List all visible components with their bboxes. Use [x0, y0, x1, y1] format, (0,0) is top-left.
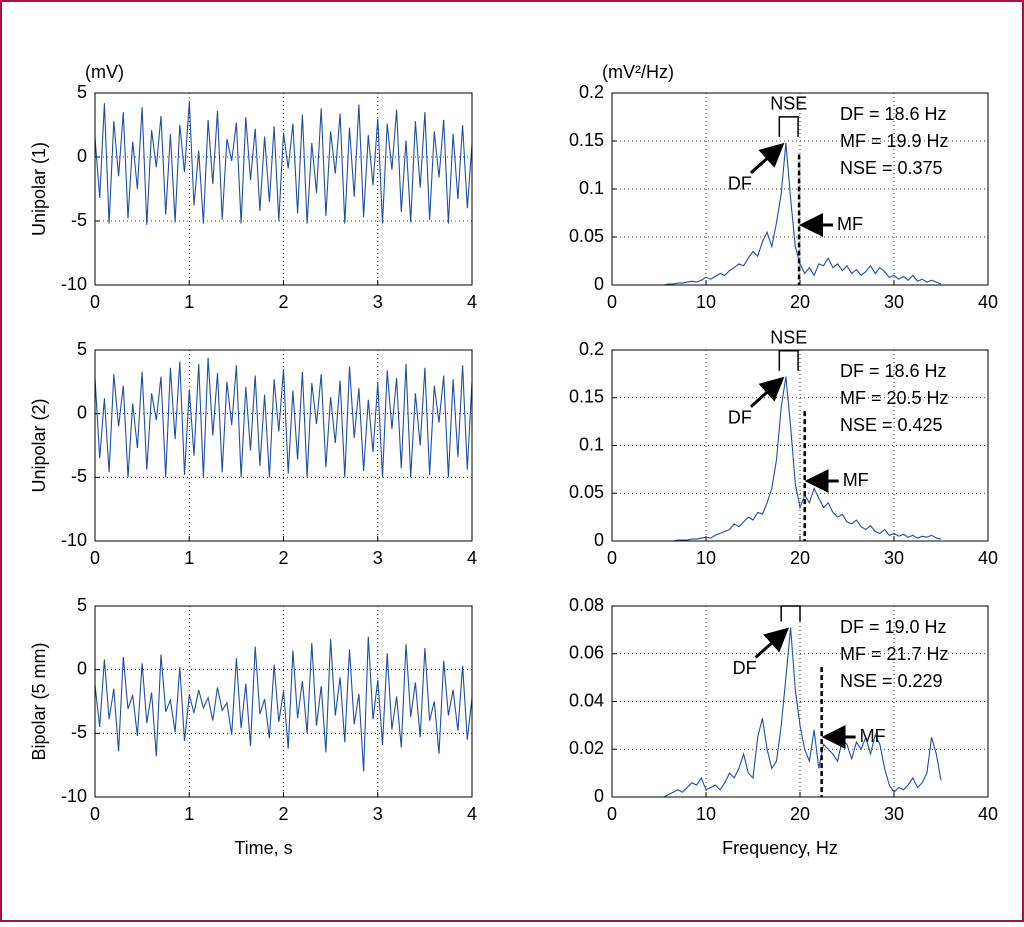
stat-annotation: NSE = 0.229 — [840, 671, 943, 691]
y-tick-label: 0.04 — [569, 690, 604, 710]
x-tick-label: 4 — [467, 804, 477, 824]
y-tick-label: 0 — [594, 274, 604, 294]
x-tick-label: 1 — [184, 548, 194, 568]
y-tick-label: -10 — [61, 274, 87, 294]
x-tick-label: 10 — [696, 292, 716, 312]
y-tick-label: -5 — [71, 722, 87, 742]
df-arrow — [749, 376, 785, 408]
y-tick-label: 0.05 — [569, 482, 604, 502]
stat-annotation: MF = 21.7 Hz — [840, 644, 949, 664]
x-tick-label: 1 — [184, 804, 194, 824]
y-tick-label: 0.08 — [569, 595, 604, 615]
y-tick-label: 0 — [594, 530, 604, 550]
stat-annotation: DF = 18.6 Hz — [840, 104, 947, 124]
signal-line — [94, 357, 473, 478]
x-tick-label: 20 — [790, 292, 810, 312]
x-tick-label: 3 — [373, 804, 383, 824]
df-arrow — [754, 627, 790, 659]
x-tick-label: 0 — [607, 804, 617, 824]
df-label: DF — [728, 174, 752, 194]
x-tick-label: 0 — [90, 292, 100, 312]
x-tick-label: 2 — [278, 548, 288, 568]
axes-box — [94, 92, 473, 286]
df-label: DF — [733, 658, 757, 678]
axes-box — [94, 605, 473, 798]
y-tick-label: 0.2 — [579, 339, 604, 359]
mf-label: MF — [843, 470, 869, 490]
signal-line — [659, 627, 942, 798]
signal-line — [94, 101, 473, 225]
nse-bracket — [780, 605, 801, 622]
y-tick-label: 0 — [77, 658, 87, 678]
x-tick-label: 2 — [278, 292, 288, 312]
mf-label: MF — [837, 214, 863, 234]
stat-annotation: DF = 19.0 Hz — [840, 617, 947, 637]
x-tick-label: 0 — [607, 292, 617, 312]
x-tick-label: 30 — [884, 804, 904, 824]
y-axis-label: Unipolar (1) — [29, 142, 49, 236]
nse-label: NSE — [770, 327, 807, 347]
stat-annotation: DF = 18.6 Hz — [840, 361, 947, 381]
nse-bracket — [778, 349, 799, 371]
x-tick-label: 10 — [696, 548, 716, 568]
nse-bracket — [778, 116, 799, 137]
y-tick-label: 5 — [77, 595, 87, 615]
stat-annotation: MF = 19.9 Hz — [840, 131, 949, 151]
y-tick-label: 0.1 — [579, 178, 604, 198]
x-tick-label: 0 — [90, 548, 100, 568]
x-axis-label: Frequency, Hz — [722, 838, 838, 858]
x-axis-label: Time, s — [234, 838, 292, 858]
x-tick-label: 0 — [607, 548, 617, 568]
y-tick-label: -5 — [71, 466, 87, 486]
y-tick-label: 5 — [77, 339, 87, 359]
y-tick-label: 0 — [77, 146, 87, 166]
x-tick-label: 30 — [884, 292, 904, 312]
signal-line — [659, 376, 942, 542]
y-axis-label: Unipolar (2) — [29, 398, 49, 492]
y-tick-label: 0.15 — [569, 387, 604, 407]
unit-label: (mV) — [85, 62, 124, 82]
y-tick-label: 0.06 — [569, 643, 604, 663]
y-tick-label: 0.05 — [569, 226, 604, 246]
signal-line — [659, 142, 942, 286]
x-tick-label: 0 — [90, 804, 100, 824]
unit-label: (mV²/Hz) — [602, 62, 674, 82]
x-tick-label: 40 — [978, 292, 998, 312]
nse-label: NSE — [770, 94, 807, 114]
x-tick-label: 2 — [278, 804, 288, 824]
x-tick-label: 3 — [373, 548, 383, 568]
x-tick-label: 40 — [978, 804, 998, 824]
x-tick-label: 30 — [884, 548, 904, 568]
stat-annotation: NSE = 0.375 — [840, 158, 943, 178]
stat-annotation: MF = 20.5 Hz — [840, 388, 949, 408]
mf-label: MF — [860, 726, 886, 746]
y-tick-label: 0.15 — [569, 130, 604, 150]
y-axis-label: Bipolar (5 mm) — [29, 642, 49, 760]
x-tick-label: 20 — [790, 548, 810, 568]
x-tick-label: 4 — [467, 548, 477, 568]
y-tick-label: 0.2 — [579, 82, 604, 102]
df-arrow — [749, 142, 785, 175]
y-tick-label: 0.1 — [579, 434, 604, 454]
y-tick-label: 0 — [77, 402, 87, 422]
x-tick-label: 4 — [467, 292, 477, 312]
axes-box — [94, 349, 473, 542]
stat-annotation: NSE = 0.425 — [840, 415, 943, 435]
y-tick-label: 5 — [77, 82, 87, 102]
signal-line — [94, 636, 473, 772]
x-tick-label: 40 — [978, 548, 998, 568]
df-label: DF — [728, 407, 752, 427]
y-tick-label: 0 — [594, 786, 604, 806]
x-tick-label: 10 — [696, 804, 716, 824]
y-tick-label: -10 — [61, 786, 87, 806]
axes-box — [611, 349, 989, 542]
y-tick-label: -5 — [71, 210, 87, 230]
x-tick-label: 20 — [790, 804, 810, 824]
x-tick-label: 1 — [184, 292, 194, 312]
x-tick-label: 3 — [373, 292, 383, 312]
y-tick-label: -10 — [61, 530, 87, 550]
y-tick-label: 0.02 — [569, 738, 604, 758]
